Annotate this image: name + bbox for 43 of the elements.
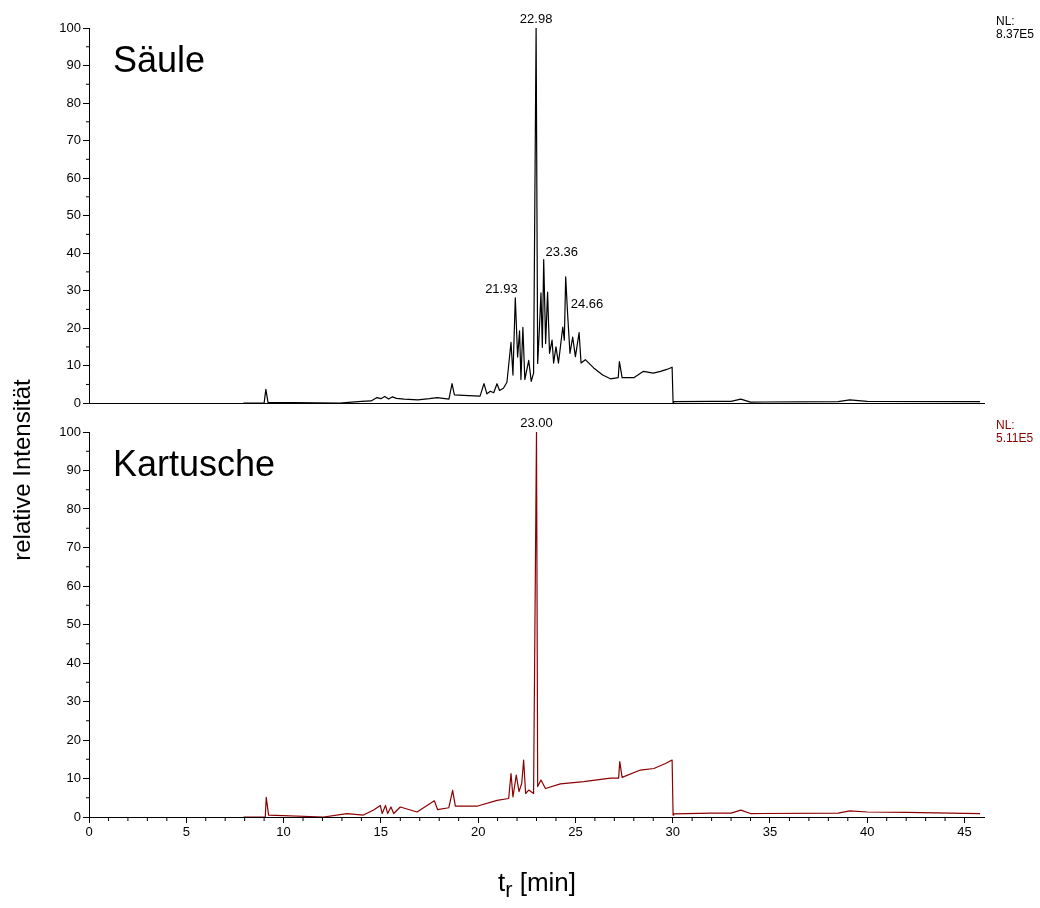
y-tick-label: 90 <box>66 462 81 478</box>
x-tick-label: 45 <box>957 824 972 840</box>
annotation: 21.93 <box>485 281 518 297</box>
y-tick-label: 90 <box>66 57 81 73</box>
y-tick-label: 70 <box>66 539 81 555</box>
y-axis-title: relative Intensität <box>8 379 36 561</box>
annotation: 22.98 <box>519 11 553 27</box>
y-tick-label: 100 <box>59 423 81 439</box>
chart-title: Kartusche <box>113 443 276 484</box>
y-tick-label: 40 <box>66 654 81 670</box>
y-tick-label: 100 <box>59 19 81 35</box>
annotation: 23.36 <box>545 243 579 259</box>
y-tick-label: 30 <box>66 693 81 709</box>
y-tick-label: 50 <box>66 616 81 632</box>
x-tick-label: 30 <box>665 824 680 840</box>
y-tick-label: 20 <box>66 731 81 747</box>
y-tick-label: 40 <box>66 244 81 260</box>
y-tick-label: 70 <box>66 132 81 148</box>
annotation: 23.00 <box>520 415 553 431</box>
x-tick-label: 40 <box>860 824 875 840</box>
x-tick-label: 5 <box>182 824 190 840</box>
y-tick-label: 60 <box>66 577 81 593</box>
y-tick-label: 80 <box>66 500 81 516</box>
y-tick-label: 0 <box>73 394 81 410</box>
annotation: 24.66 <box>570 296 604 312</box>
y-tick-label: 80 <box>66 94 81 110</box>
y-tick-label: 30 <box>66 282 81 298</box>
y-tick-label: 10 <box>66 770 81 786</box>
x-tick-label: 10 <box>276 824 291 840</box>
x-tick-label: 0 <box>85 824 93 840</box>
x-axis-title: t$_{r}$ [min] <box>497 866 577 904</box>
y-tick-label: 0 <box>73 808 81 824</box>
text: NL: 8.37E5 <box>996 14 1035 42</box>
x-tick-label: 15 <box>373 824 389 840</box>
chart-title: Säule <box>113 39 206 80</box>
y-tick-label: 20 <box>66 319 81 335</box>
x-tick-label: 25 <box>568 824 583 840</box>
y-tick-label: 60 <box>66 169 81 185</box>
y-tick-label: 50 <box>66 207 81 223</box>
x-tick-label: 35 <box>762 824 778 840</box>
text: NL: 5.11E5 <box>996 418 1034 446</box>
y-tick-label: 10 <box>66 357 81 373</box>
x-tick-label: 20 <box>470 824 486 840</box>
